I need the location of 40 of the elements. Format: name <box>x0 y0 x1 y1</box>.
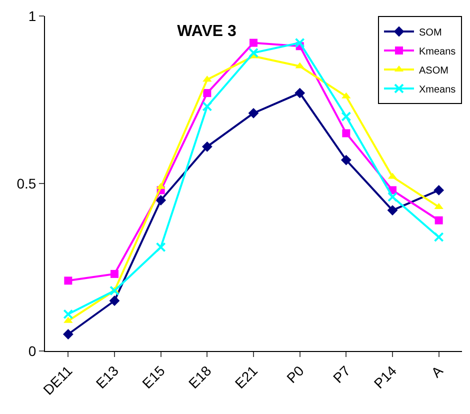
point <box>203 89 212 98</box>
y-tick-label: 0.5 <box>16 175 36 192</box>
point <box>434 232 444 242</box>
x-tick-label: E15 <box>138 362 168 392</box>
point <box>387 205 398 216</box>
point <box>250 38 258 47</box>
point <box>294 38 305 48</box>
point <box>248 108 259 118</box>
x-tick-label: E13 <box>92 362 122 392</box>
y-tick-label: 1 <box>28 8 36 24</box>
point <box>202 101 212 112</box>
x-tick-label: A <box>428 362 446 380</box>
point <box>294 88 306 98</box>
x-tick-label: E18 <box>185 362 214 392</box>
point <box>156 195 166 206</box>
chart-title: WAVE 3 <box>177 23 237 40</box>
point <box>110 286 120 296</box>
point <box>340 154 352 166</box>
legend-label: ASOM <box>419 65 448 76</box>
legend-label: Kmeans <box>419 46 456 58</box>
point <box>434 185 444 196</box>
point <box>110 270 118 278</box>
point <box>64 276 72 285</box>
x-tick-label: P0 <box>283 362 308 386</box>
point <box>248 48 258 58</box>
point <box>63 309 74 320</box>
legend-label: Xmeans <box>419 84 456 96</box>
point <box>388 192 398 202</box>
point <box>342 129 350 138</box>
y-tick-label: 0 <box>28 342 36 359</box>
point <box>156 242 166 252</box>
point <box>202 141 212 152</box>
point <box>434 216 443 224</box>
point <box>62 329 74 340</box>
x-tick-label: E21 <box>232 362 261 392</box>
legend-label: SOM <box>419 27 442 38</box>
point <box>109 296 120 306</box>
x-tick-label: P7 <box>330 362 354 386</box>
point <box>341 112 352 122</box>
x-tick-label: P14 <box>370 362 400 392</box>
